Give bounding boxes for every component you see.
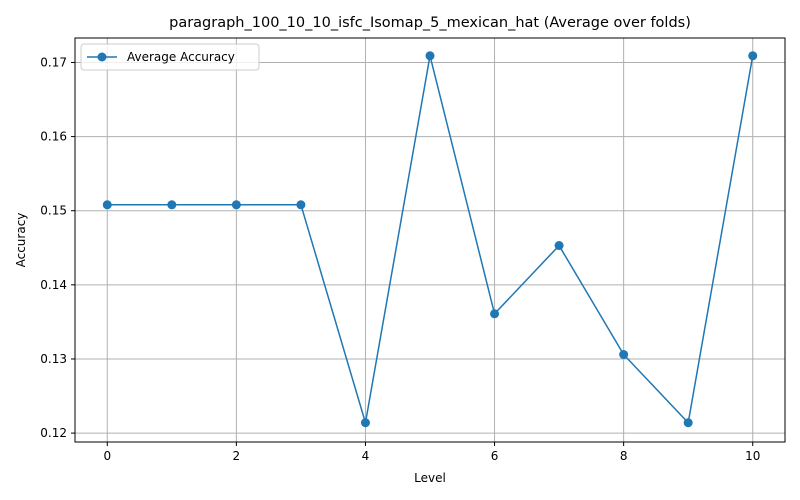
y-tick-label: 0.17 (40, 55, 67, 69)
legend-marker (97, 52, 107, 62)
y-axis-label: Accuracy (14, 213, 28, 268)
y-tick-label: 0.12 (40, 426, 67, 440)
data-point (683, 418, 693, 428)
data-point (554, 241, 564, 251)
chart-title: paragraph_100_10_10_isfc_Isomap_5_mexica… (169, 15, 691, 31)
x-tick-label: 8 (620, 449, 628, 463)
data-point (425, 51, 435, 61)
series-layer (102, 51, 758, 428)
x-tick-label: 4 (362, 449, 370, 463)
data-point (102, 200, 112, 210)
y-tick-label: 0.13 (40, 352, 67, 366)
y-tick-label: 0.16 (40, 130, 67, 144)
data-point (360, 418, 370, 428)
legend-entry-average-accuracy: Average Accuracy (127, 50, 235, 64)
legend-box (80, 43, 260, 71)
data-point (490, 309, 500, 319)
x-tick-label: 0 (103, 449, 111, 463)
grid-layer (75, 38, 785, 442)
data-point (748, 51, 758, 61)
x-tick-label: 10 (745, 449, 760, 463)
plot-area-frame (74, 37, 786, 443)
data-point (231, 200, 241, 210)
y-tick-label: 0.14 (40, 278, 67, 292)
y-tick-label: 0.15 (40, 204, 67, 218)
x-tick-label: 2 (233, 449, 241, 463)
data-point (619, 350, 629, 360)
series-line-0 (107, 55, 754, 424)
x-tick-label: 6 (491, 449, 499, 463)
data-point (296, 200, 306, 210)
data-point (167, 200, 177, 210)
legend: Average Accuracy (80, 43, 260, 71)
tick-layer: 0 2 4 6 8 10 0.12 0.13 0.14 0.15 0.16 0.17 (40, 55, 760, 463)
x-axis-label: Level (414, 471, 446, 485)
